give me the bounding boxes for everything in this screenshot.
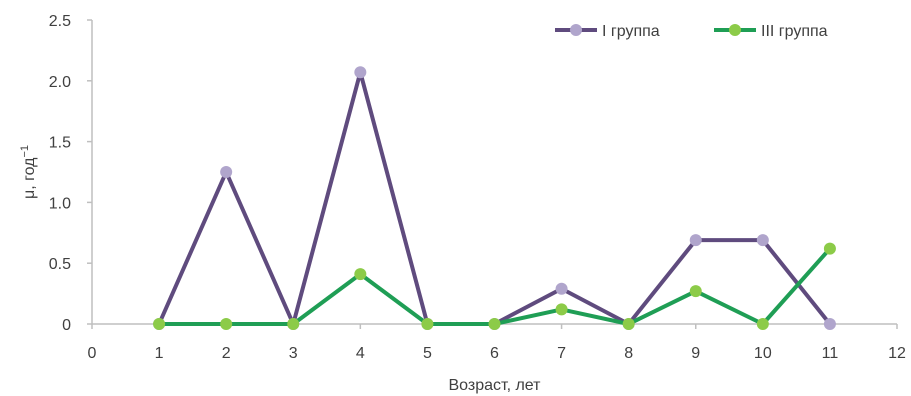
y-axis-title-superscript: −1 (19, 145, 31, 158)
y-tick-label: 1.0 (49, 195, 71, 212)
x-tick-label: 4 (356, 345, 365, 362)
legend-item: III группа (714, 23, 828, 40)
data-point (823, 318, 836, 330)
data-point (823, 242, 836, 255)
data-point (555, 303, 568, 316)
x-tick-labels: 0 1 2 3 4 5 6 7 8 9 10 11 12 (88, 324, 906, 362)
legend-marker (570, 24, 582, 36)
x-tick-label: 6 (490, 345, 499, 362)
y-tick-label: 0 (62, 317, 71, 334)
x-tick-label: 11 (822, 345, 839, 362)
data-point (756, 318, 769, 330)
y-tick-label: 2.5 (49, 13, 71, 30)
series-1 (153, 66, 836, 330)
data-point (287, 318, 300, 330)
x-tick-label: 0 (88, 345, 97, 362)
y-tick-label: 2.0 (49, 74, 71, 91)
x-axis-title: Возраст, лет (449, 377, 542, 394)
data-point (756, 234, 769, 247)
x-tick-label: 2 (222, 345, 231, 362)
series-line (157, 70, 832, 326)
y-axis-title: μ, год−1 (19, 145, 38, 199)
x-tick-label: 1 (155, 345, 164, 362)
x-tick-label: 3 (289, 345, 298, 362)
data-point (488, 318, 501, 330)
data-point (220, 166, 233, 178)
data-point (354, 66, 367, 79)
x-tick-label: 9 (691, 345, 700, 362)
y-tick-label: 1.5 (49, 135, 71, 152)
data-point (354, 268, 367, 281)
y-tick-labels: 0 0.5 1.0 1.5 2.0 2.5 (49, 13, 92, 334)
y-axis-title-main: μ, год (21, 157, 38, 199)
data-point (220, 318, 233, 330)
data-point (689, 234, 702, 247)
x-tick-label: 10 (754, 345, 772, 362)
series-line (157, 246, 832, 326)
data-point (555, 282, 568, 295)
legend: I группа III группа (555, 23, 828, 40)
x-tick-label: 8 (624, 345, 633, 362)
data-point (622, 318, 635, 330)
x-tick-label: 12 (888, 345, 906, 362)
legend-label: III группа (761, 23, 828, 40)
x-tick-label: 7 (557, 345, 566, 362)
x-tick-label: 5 (423, 345, 432, 362)
y-tick-label: 0.5 (49, 256, 71, 273)
legend-label: I группа (602, 23, 660, 40)
series-layer (153, 66, 836, 330)
data-point (153, 318, 166, 330)
legend-item: I группа (555, 23, 660, 40)
data-point (421, 318, 434, 330)
legend-marker (729, 24, 741, 36)
series-2 (153, 242, 836, 330)
axes (91, 20, 897, 325)
data-point (689, 285, 702, 298)
